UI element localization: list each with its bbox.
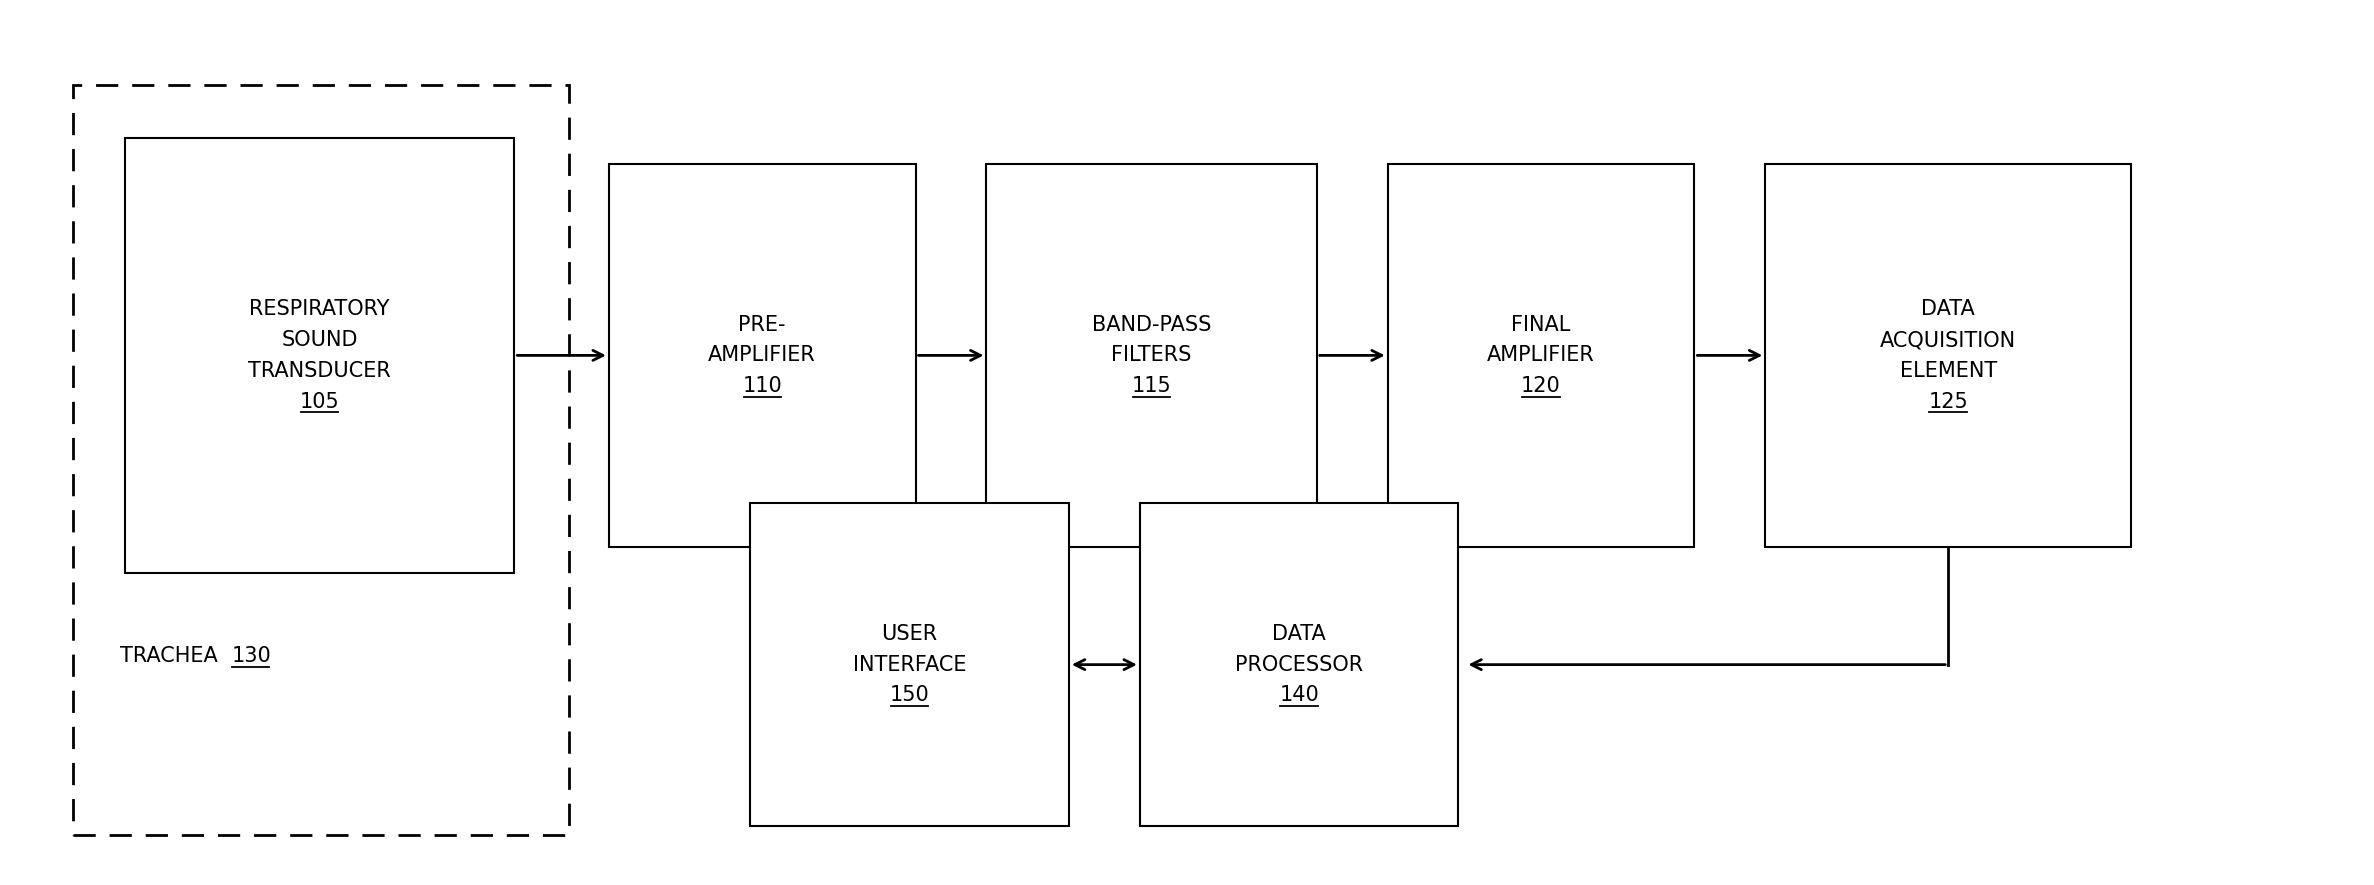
- Text: 125: 125: [1928, 391, 1968, 412]
- Text: FILTERS: FILTERS: [1111, 345, 1192, 366]
- Text: 110: 110: [743, 376, 781, 396]
- Text: TRACHEA: TRACHEA: [121, 646, 230, 666]
- Text: 105: 105: [299, 391, 339, 412]
- Text: DATA: DATA: [1921, 299, 1975, 319]
- Text: AMPLIFIER: AMPLIFIER: [1486, 345, 1595, 366]
- FancyBboxPatch shape: [1389, 164, 1695, 547]
- Text: ACQUISITION: ACQUISITION: [1880, 330, 2016, 350]
- FancyBboxPatch shape: [126, 137, 515, 573]
- Text: RESPIRATORY: RESPIRATORY: [249, 299, 389, 319]
- Text: PRE-: PRE-: [738, 315, 786, 335]
- Text: INTERFACE: INTERFACE: [852, 655, 966, 674]
- Text: FINAL: FINAL: [1512, 315, 1572, 335]
- Text: 120: 120: [1522, 376, 1560, 396]
- Text: 130: 130: [233, 646, 271, 666]
- Text: PROCESSOR: PROCESSOR: [1234, 655, 1363, 674]
- Text: USER: USER: [881, 624, 938, 644]
- Text: ELEMENT: ELEMENT: [1899, 361, 1997, 381]
- Text: 150: 150: [890, 685, 931, 705]
- Text: SOUND: SOUND: [283, 330, 358, 350]
- Text: 115: 115: [1132, 376, 1170, 396]
- FancyBboxPatch shape: [1140, 504, 1458, 826]
- FancyBboxPatch shape: [750, 504, 1068, 826]
- Text: TRANSDUCER: TRANSDUCER: [249, 361, 392, 381]
- Text: 140: 140: [1280, 685, 1320, 705]
- FancyBboxPatch shape: [608, 164, 916, 547]
- Text: AMPLIFIER: AMPLIFIER: [707, 345, 817, 366]
- FancyBboxPatch shape: [1766, 164, 2132, 547]
- Text: DATA: DATA: [1272, 624, 1327, 644]
- Text: BAND-PASS: BAND-PASS: [1092, 315, 1211, 335]
- FancyBboxPatch shape: [985, 164, 1318, 547]
